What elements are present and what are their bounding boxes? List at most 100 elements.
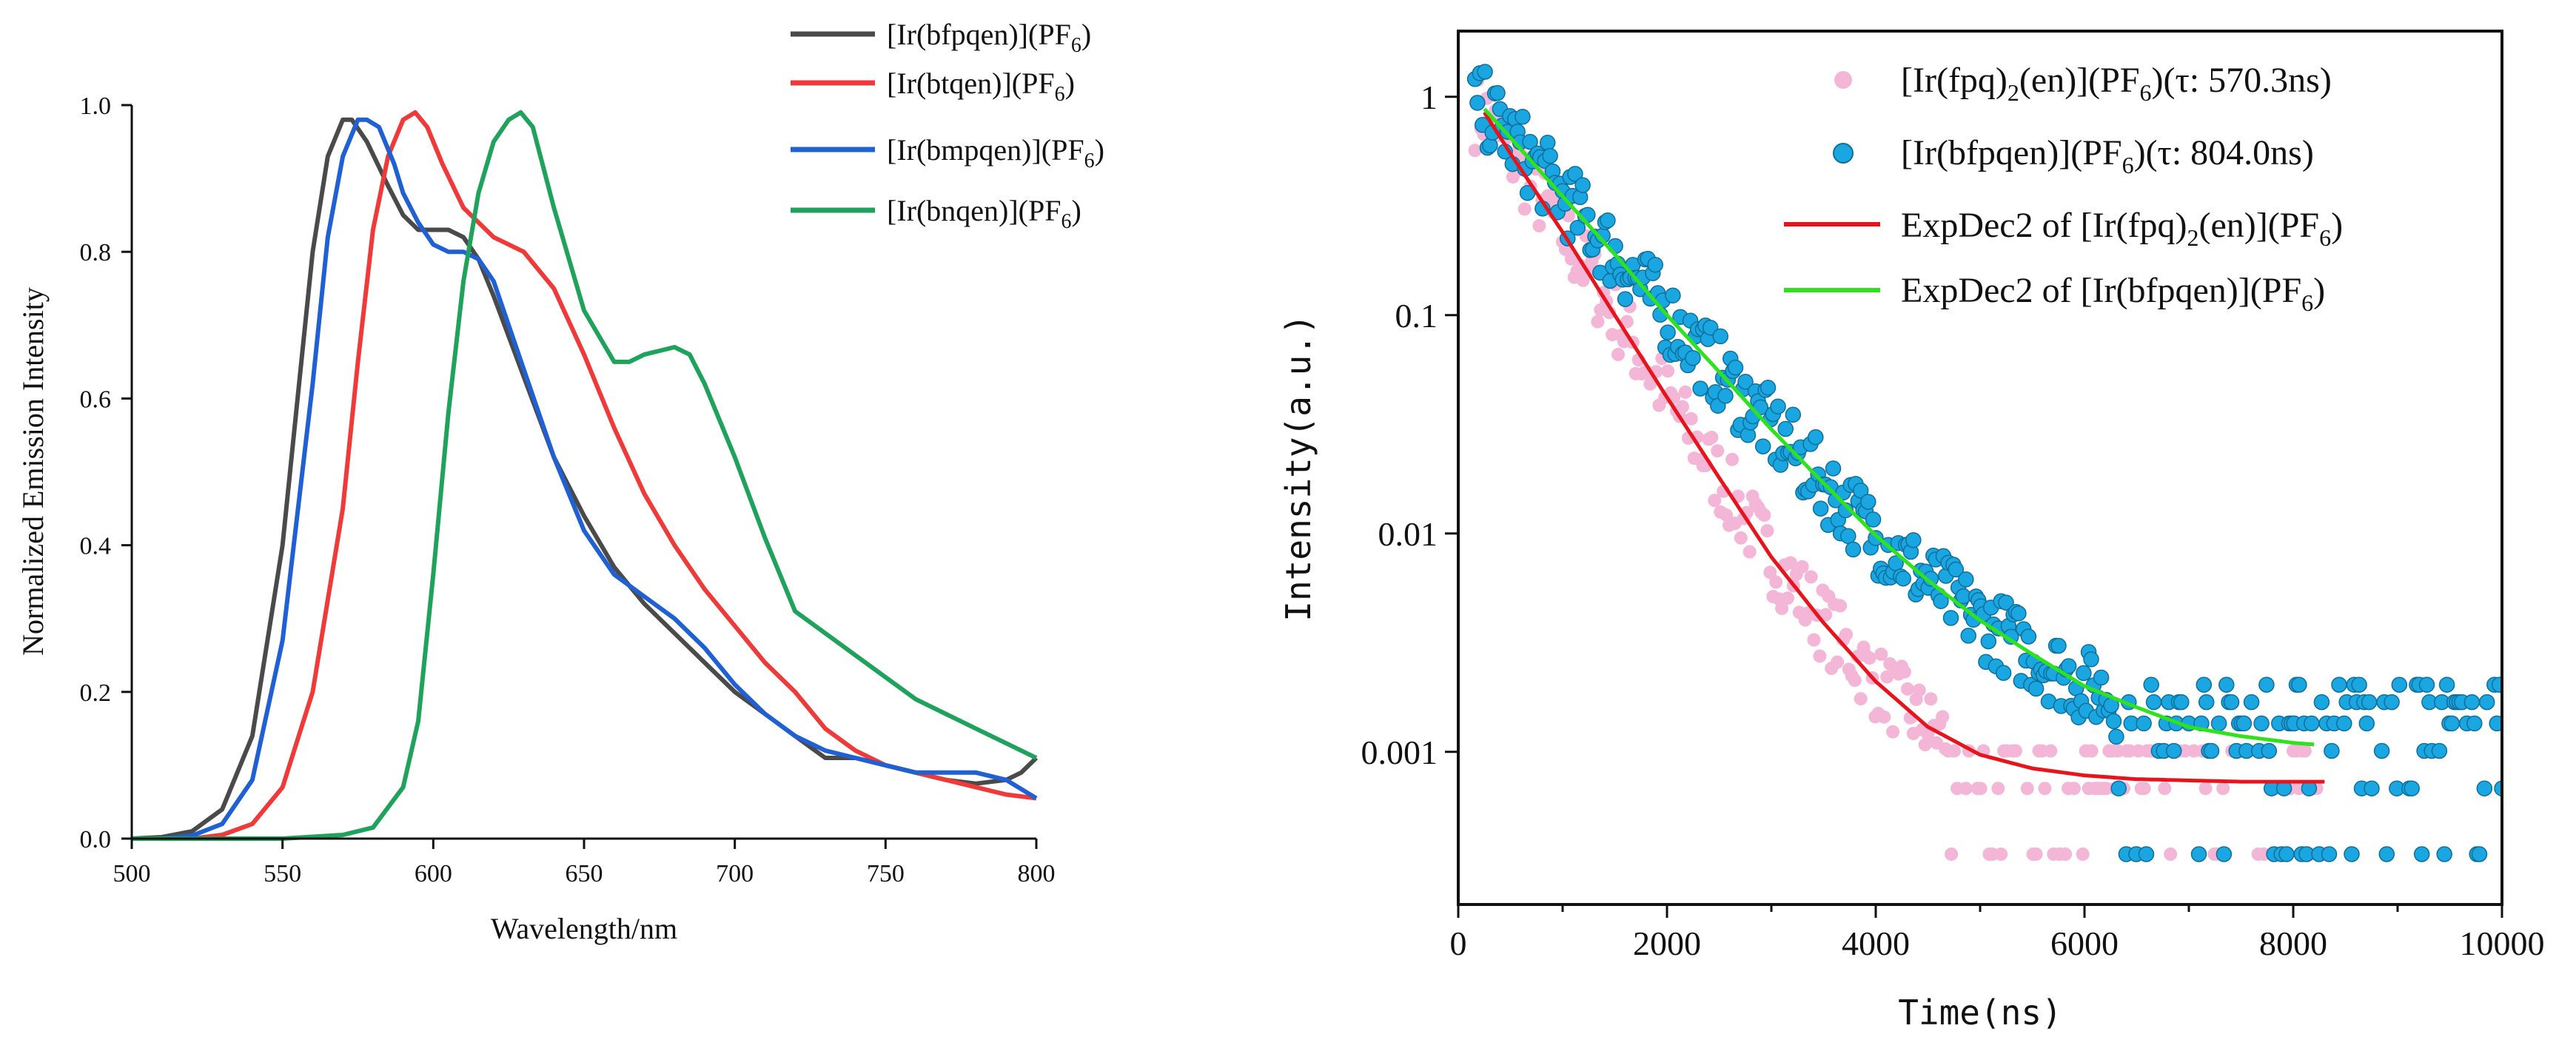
decay-point-0 <box>1854 692 1868 706</box>
left-plot-series <box>131 110 1039 841</box>
decay-point-1 <box>1489 84 1506 101</box>
decay-point-1 <box>1737 374 1754 390</box>
decay-point-0 <box>2076 847 2090 861</box>
left-x-tick-label: 800 <box>1018 860 1056 887</box>
legend-end-bfpqen: ) <box>1081 18 1091 51</box>
decay-point-1 <box>1754 438 1771 454</box>
right-plot-points <box>1466 64 2502 862</box>
decay-point-0 <box>2198 782 2213 796</box>
right-x-ticks: 0 2000 4000 6000 8000 10000 <box>1450 904 2545 962</box>
left-x-tick-label: 500 <box>113 860 151 887</box>
decay-point-1 <box>2463 694 2481 711</box>
decay-point-0 <box>2044 744 2058 758</box>
decay-point-0 <box>2084 744 2099 758</box>
decay-point-0 <box>1591 315 1605 329</box>
spectrum-line-2 <box>132 117 1038 841</box>
decay-point-1 <box>1522 133 1538 150</box>
legend-label-bfpqen: [Ir(bfpqen)](PF <box>887 18 1071 51</box>
decay-point-0 <box>1897 665 1911 679</box>
decay-point-1 <box>1760 379 1777 396</box>
decay-point-0 <box>2020 782 2034 796</box>
right-x-tick-label: 0 <box>1450 924 1467 962</box>
decay-point-1 <box>2438 677 2455 693</box>
right-x-tick-label: 6000 <box>2050 924 2119 962</box>
decay-point-0 <box>1783 556 1797 570</box>
decay-point-1 <box>2198 694 2215 711</box>
decay-point-1 <box>2418 677 2435 693</box>
left-legend-entry-bnqen: [Ir(bnqen)](PF6) <box>791 194 1081 233</box>
decay-point-0 <box>2008 744 2022 758</box>
right-plot-fits <box>1483 107 2325 784</box>
decay-point-1 <box>1770 398 1786 414</box>
decay-point-0 <box>1948 744 1961 758</box>
decay-point-1 <box>2253 715 2270 732</box>
right-legend-entry-bfpqen-points: [Ir(bfpqen)](PF6)(τ: 804.0ns) <box>1833 133 2314 178</box>
decay-point-1 <box>1482 137 1498 154</box>
right-legend-marker-bfpqen <box>1833 143 1854 164</box>
decay-point-1 <box>1785 406 1802 423</box>
right-y-tick-label: 0.1 <box>1395 297 1438 335</box>
right-legend-entry-fpq-fit: ExpDec2 of [Ir(fpq)2(en)](PF6) <box>1784 206 2343 251</box>
decay-point-1 <box>1825 460 1842 477</box>
rl-fpq-sub1: 2 <box>2008 79 2019 106</box>
rl-fit2-sub: 6 <box>2301 289 2313 316</box>
decay-point-1 <box>1692 380 1708 397</box>
decay-point-1 <box>2358 715 2375 732</box>
decay-point-1 <box>2196 677 2213 693</box>
decay-point-1 <box>2010 605 2027 622</box>
decay-point-1 <box>2361 694 2378 711</box>
decay-point-1 <box>2020 628 2037 645</box>
decay-point-1 <box>1569 219 1586 236</box>
decay-point-1 <box>1942 610 1959 626</box>
decay-point-1 <box>2261 742 2278 759</box>
decay-point-0 <box>2059 847 2073 861</box>
decay-point-1 <box>1574 177 1591 193</box>
decay-point-0 <box>1705 430 1719 444</box>
decay-point-1 <box>2321 846 2338 862</box>
decay-point-0 <box>2029 847 2043 861</box>
decay-point-1 <box>2478 694 2495 711</box>
decay-point-1 <box>2243 694 2260 711</box>
decay-point-1 <box>2404 780 2420 796</box>
decay-point-1 <box>1808 429 1824 446</box>
right-legend-marker-fpq <box>1834 71 1852 89</box>
rl-fpq-b: (en)](PF <box>2019 61 2140 100</box>
decay-point-1 <box>2165 742 2182 759</box>
left-x-tick-label: 750 <box>867 860 905 887</box>
decay-point-1 <box>1933 593 1949 609</box>
decay-point-0 <box>2298 744 2312 758</box>
decay-point-1 <box>1665 287 1681 303</box>
rl-fit1-a: ExpDec2 of [Ir(fpq) <box>1901 206 2187 245</box>
right-legend-entry-bfpqen-fit: ExpDec2 of [Ir(bfpqen)](PF6) <box>1784 271 2325 316</box>
decay-point-0 <box>1661 364 1675 378</box>
left-y-axis-label: Normalized Emission Intensity <box>16 287 50 656</box>
decay-point-1 <box>1995 665 2012 681</box>
decay-point-0 <box>1769 575 1783 589</box>
decay-point-1 <box>2378 846 2395 862</box>
decay-point-0 <box>2038 782 2052 796</box>
svg-text:[Ir(btqen)](PF6): [Ir(btqen)](PF6) <box>887 67 1075 106</box>
decay-point-1 <box>2384 694 2400 711</box>
decay-point-0 <box>1900 682 1914 696</box>
left-legend-entry-bmpqen: [Ir(bmpqen)](PF6) <box>791 133 1104 172</box>
decay-point-0 <box>1924 692 1938 706</box>
spectrum-line-3 <box>132 110 1038 841</box>
legend-label-btqen: [Ir(btqen)](PF <box>887 67 1055 100</box>
decay-point-1 <box>1727 359 1744 376</box>
decay-point-1 <box>1712 328 1728 345</box>
right-x-axis-label: Time(ns) <box>1898 993 2062 1033</box>
rl-fit2-a: ExpDec2 of [Ir(bfpqen)](PF <box>1901 271 2301 310</box>
decay-point-1 <box>1660 324 1676 340</box>
decay-point-0 <box>1775 601 1789 615</box>
rl-fpq-a: [Ir(fpq) <box>1901 61 2008 100</box>
decay-point-1 <box>2331 677 2347 693</box>
spectrum-line-0 <box>131 117 1039 841</box>
decay-point-0 <box>1734 531 1748 545</box>
decay-point-0 <box>1831 655 1845 669</box>
decay-point-1 <box>2027 680 2045 697</box>
left-y-tick-label: 1.0 <box>80 93 112 120</box>
left-legend-entry-btqen: [Ir(btqen)](PF6) <box>791 67 1075 106</box>
decay-point-0 <box>2137 782 2151 796</box>
rl-fit1-c: ) <box>2331 206 2343 245</box>
decay-point-1 <box>2258 677 2275 693</box>
